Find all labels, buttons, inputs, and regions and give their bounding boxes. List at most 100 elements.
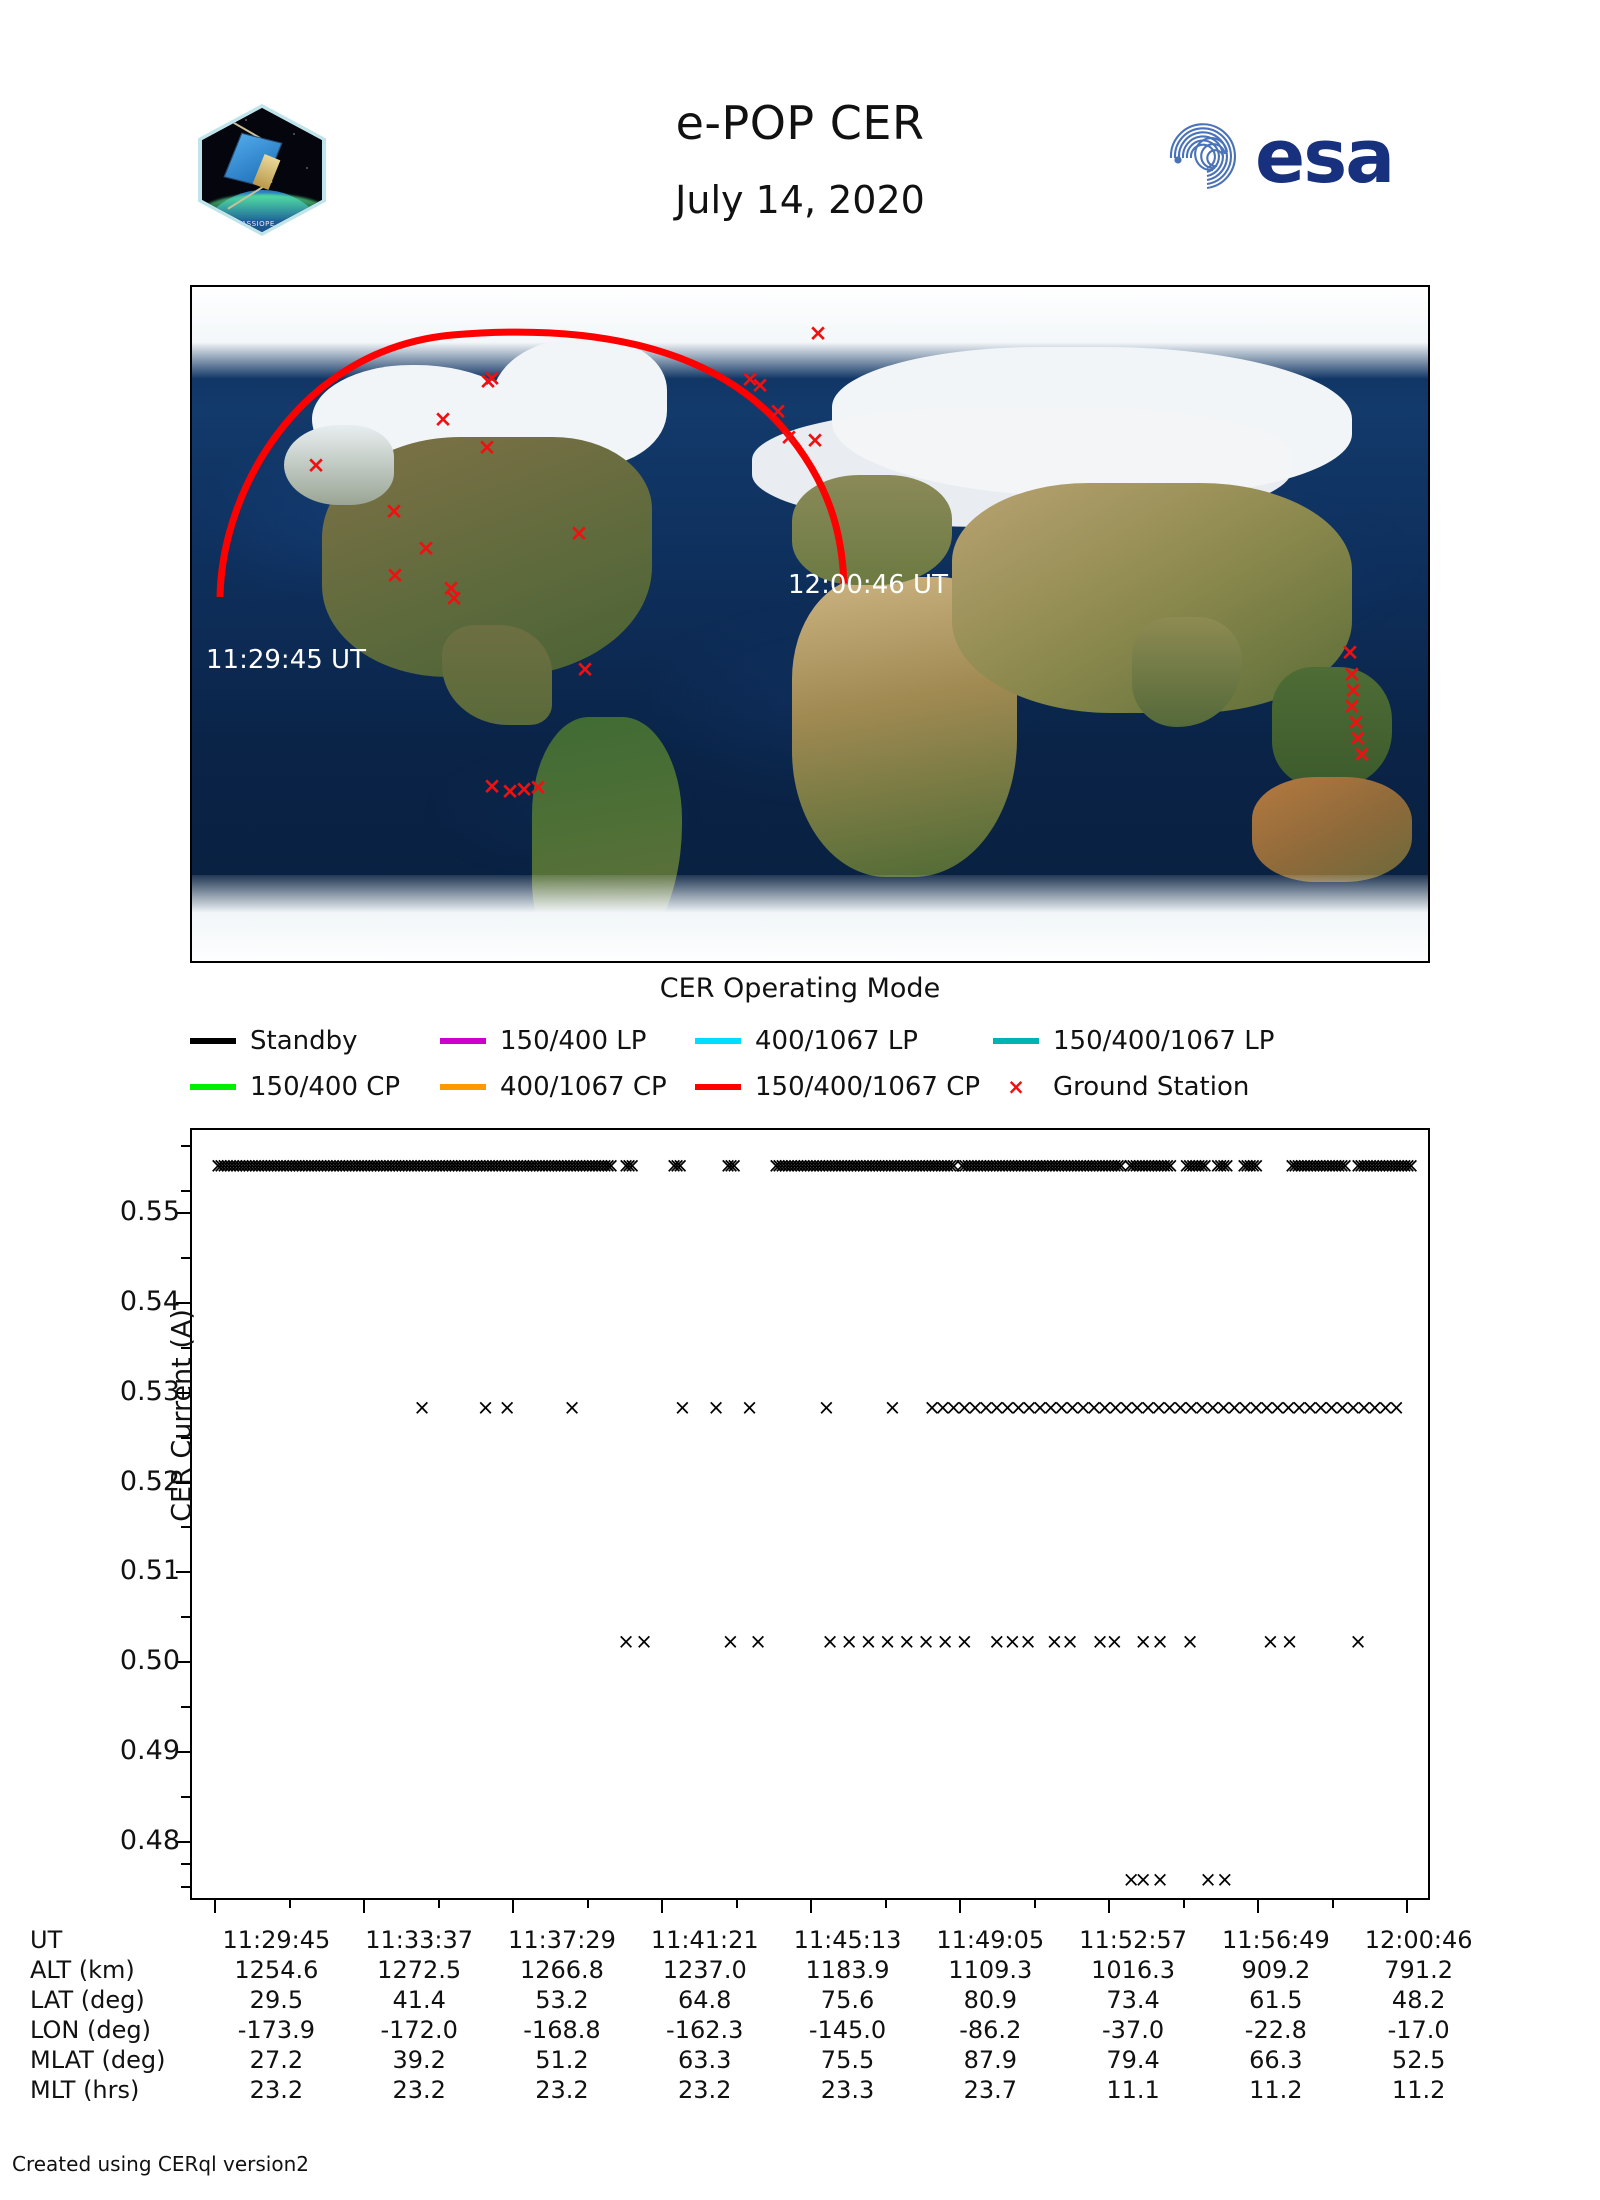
data-point-marker: × <box>1151 1629 1169 1654</box>
legend-item-400-1067-cp[interactable]: 400/1067 CP <box>440 1072 695 1102</box>
legend-item-150-400-lp[interactable]: 150/400 LP <box>440 1026 695 1056</box>
ground-station-marker: × <box>575 656 595 683</box>
data-point-marker: × <box>1056 1153 1074 1178</box>
data-point-marker: × <box>524 1153 542 1178</box>
legend-item-standby[interactable]: Standby <box>190 1026 440 1056</box>
page-title: e-POP CER <box>675 96 925 150</box>
data-point-marker: × <box>296 1153 315 1178</box>
data-point-marker: × <box>1183 1153 1202 1178</box>
data-point-marker: × <box>324 1153 343 1178</box>
data-point-marker: × <box>1090 1153 1109 1178</box>
data-point-marker: × <box>959 1153 978 1178</box>
table-cell: 1272.5 <box>377 1956 462 1984</box>
table-cell: 75.6 <box>820 1986 875 2014</box>
table-cell: 63.3 <box>678 2046 732 2074</box>
data-point-marker: × <box>1308 1153 1326 1178</box>
map-canvas: 11:29:45 UT 12:00:46 UT × × × × × × × × × × × × × × × ×… <box>192 287 1428 961</box>
table-cell: 61.5 <box>1249 1986 1303 2014</box>
data-point-marker: × <box>343 1153 361 1178</box>
data-point-marker: × <box>1280 1629 1299 1654</box>
x-axis-minor-tick <box>1182 1900 1185 1908</box>
data-point-marker: × <box>1361 1153 1380 1178</box>
data-point-marker: × <box>302 1153 321 1178</box>
data-point-marker: × <box>249 1153 268 1178</box>
esa-wordmark: esa <box>1255 114 1395 200</box>
data-point-marker: × <box>1045 1629 1064 1654</box>
table-cell: 1254.6 <box>234 1956 319 1984</box>
data-point-marker: × <box>1012 1153 1031 1178</box>
data-point-marker: × <box>1034 1153 1052 1178</box>
data-point-marker: × <box>411 1153 430 1178</box>
data-point-marker: × <box>965 1153 984 1178</box>
data-point-marker: × <box>820 1153 838 1178</box>
ground-station-marker: × <box>482 365 502 392</box>
table-cell: 51.2 <box>535 2046 589 2074</box>
data-point-marker: × <box>829 1153 848 1178</box>
data-point-marker: × <box>1320 1153 1339 1178</box>
data-point-marker: × <box>1268 1395 1287 1420</box>
y-axis-label: CER Current (A) <box>166 1309 198 1522</box>
y-axis-minor-tick <box>181 1706 190 1708</box>
data-point-marker: × <box>1377 1153 1395 1178</box>
table-cell: 53.2 <box>535 1986 589 2014</box>
table-cell: -168.8 <box>523 2016 601 2044</box>
legend-item-150-400-1067-lp[interactable]: 150/400/1067 LP <box>993 1026 1274 1056</box>
data-point-marker: × <box>390 1153 408 1178</box>
data-point-marker: × <box>993 1153 1012 1178</box>
legend-item-ground-station[interactable]: × Ground Station <box>993 1072 1249 1102</box>
data-point-marker: × <box>1181 1629 1199 1654</box>
data-point-marker: × <box>1074 1395 1092 1420</box>
data-point-marker: × <box>975 1153 993 1178</box>
map-antarctica <box>192 875 1428 961</box>
data-point-marker: × <box>315 1153 333 1178</box>
data-point-marker: × <box>1225 1395 1244 1420</box>
y-axis-tick <box>176 1302 190 1305</box>
x-axis-tick <box>214 1900 216 1913</box>
table-cell: -173.9 <box>237 2016 316 2044</box>
data-point-marker: × <box>840 1629 858 1654</box>
data-point-marker: × <box>1031 1395 1049 1420</box>
data-point-marker: × <box>1139 1153 1158 1178</box>
table-cell: 11.2 <box>1391 2076 1446 2104</box>
ground-track-map[interactable]: 11:29:45 UT 12:00:46 UT × × × × × × × × × × × × × × × ×… <box>190 285 1430 963</box>
x-axis-minor-tick <box>884 1900 887 1908</box>
table-cell: 1237.0 <box>662 1956 747 1984</box>
legend-item-150-400-cp[interactable]: 150/400 CP <box>190 1072 440 1102</box>
data-point-marker: × <box>929 1153 948 1178</box>
data-point-marker: × <box>1286 1153 1304 1178</box>
legend-item-400-1067-lp[interactable]: 400/1067 LP <box>695 1026 993 1056</box>
legend-item-150-400-1067-cp[interactable]: 150/400/1067 CP <box>695 1072 993 1102</box>
data-point-marker: × <box>1171 1395 1190 1420</box>
data-point-marker: × <box>1149 1153 1167 1178</box>
data-point-marker: × <box>399 1153 418 1178</box>
ground-station-marker: × <box>441 575 461 602</box>
data-point-marker: × <box>571 1153 589 1178</box>
data-point-marker: × <box>1317 1153 1336 1178</box>
legend-label-400-1067-cp: 400/1067 CP <box>500 1072 667 1102</box>
legend-swatch-150-400-1067-cp <box>695 1084 741 1090</box>
data-point-marker: × <box>268 1153 287 1178</box>
data-point-marker: × <box>1062 1153 1080 1178</box>
table-cell: 11.2 <box>1249 2076 1303 2104</box>
x-axis-minor-tick <box>437 1900 440 1908</box>
data-point-marker: × <box>577 1153 595 1178</box>
data-point-marker: × <box>810 1153 829 1178</box>
table-row-label: MLT (hrs) <box>30 2076 140 2104</box>
data-point-marker: × <box>221 1153 240 1178</box>
ground-station-marker: × <box>528 774 548 801</box>
table-cell: 87.9 <box>963 2046 1018 2074</box>
data-point-marker: × <box>635 1629 653 1654</box>
data-point-marker: × <box>1329 1153 1348 1178</box>
data-point-marker: × <box>987 1153 1006 1178</box>
table-cell: 29.5 <box>249 1986 304 2014</box>
table-cell: 11:37:29 <box>508 1926 616 1954</box>
legend-swatch-400-1067-lp <box>695 1038 741 1044</box>
x-axis-tick <box>959 1900 961 1913</box>
data-point-marker: × <box>293 1153 312 1178</box>
data-point-marker: × <box>1323 1153 1342 1178</box>
data-point-marker: × <box>1158 1153 1177 1178</box>
data-point-marker: × <box>807 1153 826 1178</box>
ground-station-marker: × <box>768 398 788 425</box>
data-point-marker: × <box>1003 1629 1022 1654</box>
cer-current-plot[interactable]: × × × × × × × × × × × × × × × × × × × × × × × × × × × × × × × × × × × × × × × ×… <box>190 1128 1430 1900</box>
